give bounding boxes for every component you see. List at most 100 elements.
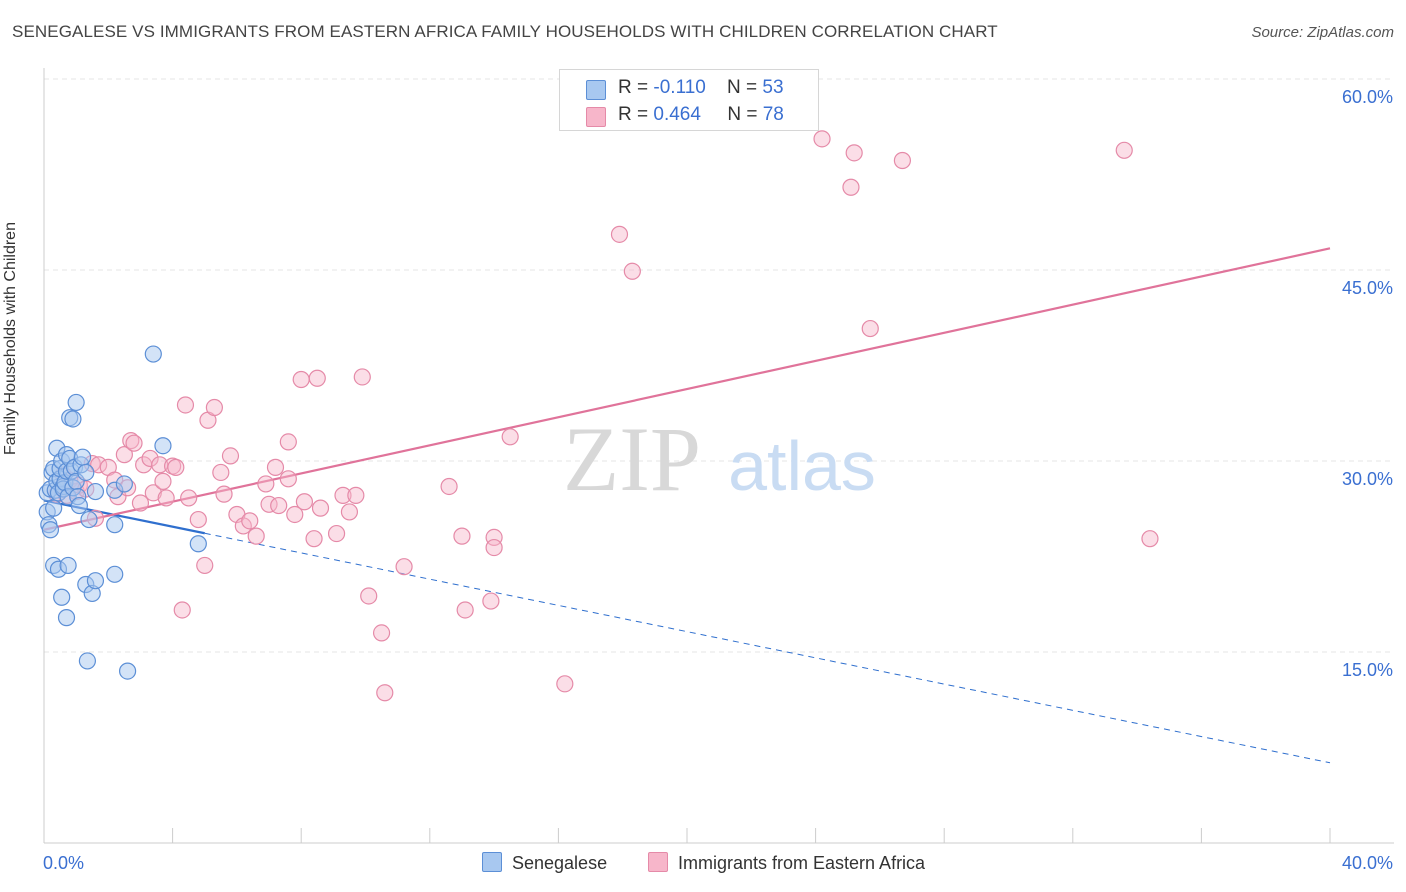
pink-swatch-icon xyxy=(586,107,606,127)
data-point-eastern-africa xyxy=(482,592,500,610)
data-point-eastern-africa xyxy=(453,527,471,545)
data-point-eastern-africa xyxy=(340,503,359,521)
data-point-eastern-africa xyxy=(270,496,288,515)
source-label: Source: ZipAtlas.com xyxy=(1251,24,1394,41)
data-point-eastern-africa xyxy=(292,370,310,389)
data-point-eastern-africa xyxy=(376,684,394,702)
data-point-senegalese xyxy=(106,516,124,534)
data-point-senegalese xyxy=(59,556,77,575)
r-label: R = xyxy=(618,104,649,125)
data-point-eastern-africa xyxy=(842,178,860,196)
data-point-eastern-africa xyxy=(327,524,346,543)
data-point-senegalese xyxy=(70,496,88,515)
legend-label: Senegalese xyxy=(512,853,608,873)
data-point-eastern-africa xyxy=(501,428,519,446)
data-point-eastern-africa xyxy=(221,447,240,465)
data-point-senegalese xyxy=(80,510,98,529)
data-point-eastern-africa xyxy=(334,486,352,504)
data-point-senegalese xyxy=(78,652,97,670)
data-point-eastern-africa xyxy=(125,434,143,452)
r-value: -0.110 xyxy=(653,77,706,98)
tick-labels: 15.0% 30.0% 45.0% 60.0% 0.0% 40.0% xyxy=(43,87,1393,873)
legend-item-senegalese: Senegalese xyxy=(482,852,607,874)
watermark-zip: ZIP xyxy=(563,408,701,510)
r-label: R = xyxy=(618,77,649,98)
watermark-atlas: atlas xyxy=(728,427,876,505)
data-point-eastern-africa xyxy=(189,510,207,529)
data-point-senegalese xyxy=(86,572,105,590)
data-point-eastern-africa xyxy=(893,151,912,170)
data-point-eastern-africa xyxy=(623,262,641,280)
grid-lines xyxy=(44,78,1394,653)
data-point-eastern-africa xyxy=(372,624,391,642)
data-point-eastern-africa xyxy=(610,225,629,243)
data-point-senegalese xyxy=(67,393,85,412)
data-point-senegalese xyxy=(86,482,105,501)
data-point-eastern-africa xyxy=(845,144,863,162)
trend-line-senegalese-extension xyxy=(204,532,1331,764)
n-label: N = xyxy=(726,77,758,98)
legend-item-eastern-africa: Immigrants from Eastern Africa xyxy=(648,852,925,874)
data-point-eastern-africa xyxy=(861,319,879,338)
data-point-eastern-africa xyxy=(1115,141,1133,159)
data-point-eastern-africa xyxy=(485,528,503,547)
data-point-eastern-africa xyxy=(144,484,162,502)
axes xyxy=(43,68,1394,844)
data-point-senegalese xyxy=(118,662,137,680)
data-point-eastern-africa xyxy=(90,456,108,474)
data-point-eastern-africa xyxy=(157,489,175,507)
legend-label: Immigrants from Eastern Africa xyxy=(678,853,926,873)
x-tick-label: 40.0% xyxy=(1342,853,1393,873)
data-point-eastern-africa xyxy=(305,530,323,548)
data-point-senegalese xyxy=(144,345,162,363)
y-tick-label: 30.0% xyxy=(1342,469,1393,489)
data-point-eastern-africa xyxy=(180,489,198,507)
legend-stats: R = -0.110 N = 53 R = 0.464 N = 78 xyxy=(559,69,819,131)
y-tick-label: 15.0% xyxy=(1342,660,1393,680)
data-point-eastern-africa xyxy=(247,527,265,545)
data-point-senegalese xyxy=(57,609,76,627)
data-point-eastern-africa xyxy=(308,369,326,387)
y-tick-label: 45.0% xyxy=(1342,278,1393,298)
data-point-eastern-africa xyxy=(1141,530,1159,548)
data-point-eastern-africa xyxy=(813,130,831,148)
watermark: ZIP atlas xyxy=(563,408,876,510)
data-point-eastern-africa xyxy=(353,368,371,386)
data-point-eastern-africa xyxy=(115,446,133,464)
data-point-eastern-africa xyxy=(311,499,330,517)
data-point-senegalese xyxy=(77,463,95,482)
data-point-senegalese xyxy=(115,475,133,493)
n-value: 53 xyxy=(762,77,784,98)
data-point-eastern-africa xyxy=(295,493,314,511)
data-point-eastern-africa xyxy=(286,505,304,524)
n-label: N = xyxy=(727,104,758,125)
data-point-eastern-africa xyxy=(122,432,140,450)
data-point-eastern-africa xyxy=(131,494,150,512)
data-point-eastern-africa xyxy=(556,675,574,693)
data-point-eastern-africa xyxy=(279,433,297,451)
data-point-senegalese xyxy=(45,499,63,517)
pink-swatch-icon xyxy=(648,852,668,872)
data-point-eastern-africa xyxy=(266,458,285,476)
data-point-eastern-africa xyxy=(167,458,185,476)
data-point-eastern-africa xyxy=(257,475,275,493)
blue-swatch-icon xyxy=(482,852,502,872)
data-point-eastern-africa xyxy=(456,601,474,619)
y-axis-label: Family Households with Children xyxy=(2,222,19,455)
data-point-eastern-africa xyxy=(176,396,195,414)
data-point-eastern-africa xyxy=(440,477,458,496)
blue-swatch-icon xyxy=(586,80,606,100)
data-point-eastern-africa xyxy=(205,398,223,417)
data-point-eastern-africa xyxy=(173,601,191,619)
chart-title: SENEGALESE VS IMMIGRANTS FROM EASTERN AF… xyxy=(12,22,998,41)
data-point-senegalese xyxy=(41,521,60,539)
data-point-senegalese xyxy=(64,410,82,428)
data-point-eastern-africa xyxy=(196,556,214,575)
data-point-eastern-africa xyxy=(215,485,233,503)
trend-line-senegalese xyxy=(43,499,205,535)
x-tick-label: 0.0% xyxy=(43,853,84,873)
data-point-eastern-africa xyxy=(360,587,378,605)
data-point-eastern-africa xyxy=(485,538,503,557)
data-point-eastern-africa xyxy=(141,449,159,468)
